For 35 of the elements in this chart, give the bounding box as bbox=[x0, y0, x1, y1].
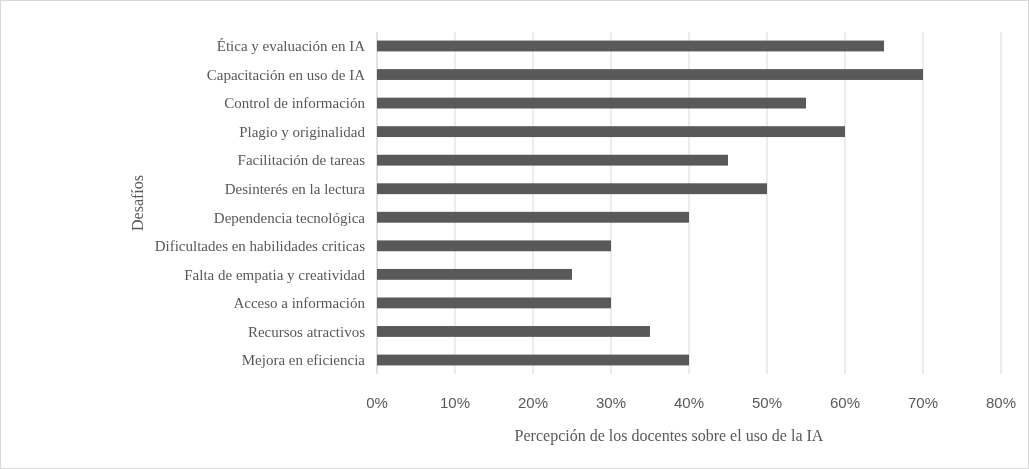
bar bbox=[377, 183, 767, 195]
y-tick-label: Dificultades en habilidades criticas bbox=[154, 238, 366, 255]
bar bbox=[377, 40, 884, 52]
x-tick-label: 80% bbox=[985, 394, 1017, 411]
x-tick-label: 40% bbox=[673, 394, 705, 411]
y-tick-label: Acceso a información bbox=[233, 295, 366, 312]
y-tick-label: Control de información bbox=[224, 95, 366, 112]
bar bbox=[377, 354, 689, 366]
x-axis-title: Percepción de los docentes sobre el uso de la IA bbox=[514, 427, 824, 445]
bar bbox=[377, 240, 611, 252]
y-axis-title: Desafíos bbox=[128, 175, 146, 231]
bar bbox=[377, 326, 650, 337]
bar bbox=[377, 268, 572, 280]
bar bbox=[377, 154, 728, 166]
y-tick-label: Plagio y originalidad bbox=[239, 123, 366, 140]
bar bbox=[377, 69, 923, 80]
x-tick-label: 50% bbox=[751, 394, 783, 411]
x-tick-label: 10% bbox=[439, 394, 471, 411]
x-tick-label: 0% bbox=[366, 394, 388, 411]
y-tick-label: Falta de empatia y creatividad bbox=[184, 266, 366, 283]
bar bbox=[377, 297, 611, 309]
bar bbox=[377, 97, 806, 109]
x-tick-label: 70% bbox=[907, 394, 939, 411]
x-tick-label: 20% bbox=[517, 394, 549, 411]
y-tick-label: Mejora en eficiencia bbox=[241, 352, 366, 369]
x-tick-label: 30% bbox=[595, 394, 627, 411]
bar bbox=[377, 211, 689, 223]
y-tick-label: Facilitación de tareas bbox=[237, 152, 366, 169]
y-tick-label: Recursos atractivos bbox=[247, 323, 366, 340]
y-tick-label: Capacitación en uso de IA bbox=[206, 66, 366, 83]
y-tick-label: Ética y evaluación en IA bbox=[216, 38, 366, 55]
bar bbox=[377, 126, 845, 138]
x-tick-label: 60% bbox=[829, 394, 861, 411]
y-tick-label: Desinterés en la lectura bbox=[224, 180, 366, 197]
y-tick-label: Dependencia tecnológica bbox=[213, 209, 366, 226]
